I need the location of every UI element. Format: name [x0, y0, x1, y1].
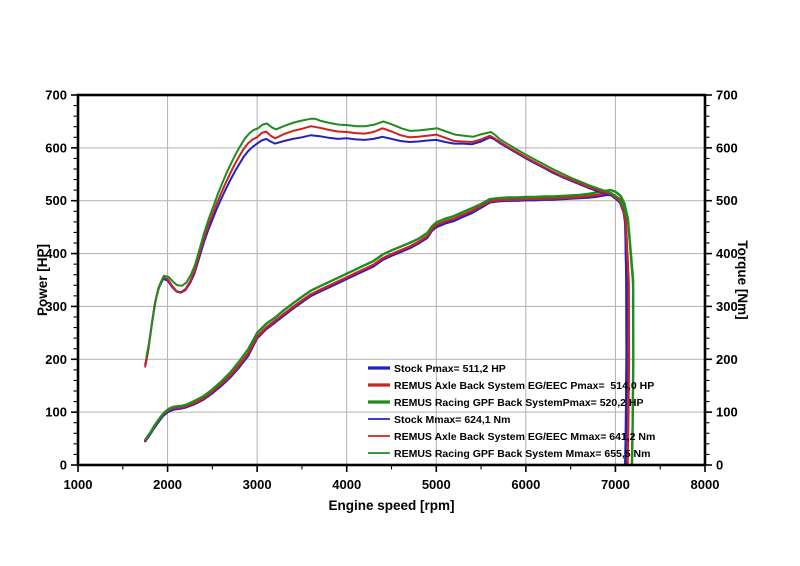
- x-tick-label: 3000: [243, 477, 272, 492]
- x-tick-label: 2000: [153, 477, 182, 492]
- y-left-tick-label: 100: [45, 405, 67, 420]
- y-right-tick-label: 700: [716, 88, 738, 103]
- y-left-tick-label: 500: [45, 193, 67, 208]
- remus-axle-back-torque-curve: [144, 125, 630, 466]
- y-right-tick-label: 0: [716, 458, 723, 473]
- y-left-tick-label: 600: [45, 140, 67, 155]
- y-right-tick-label: 100: [716, 405, 738, 420]
- x-tick-label: 8000: [691, 477, 720, 492]
- legend-label-remus-axle-back-power: REMUS Axle Back System EG/EEC Pmax= 514,…: [394, 380, 654, 392]
- y-left-axis-title: Power [HP]: [35, 244, 50, 316]
- legend-label-stock-torque: Stock Mmax= 624,1 Nm: [394, 414, 510, 426]
- y-left-tick-label: 300: [45, 299, 67, 314]
- y-left-tick-label: 400: [45, 246, 67, 261]
- y-right-tick-label: 200: [716, 352, 738, 367]
- x-tick-label: 1000: [64, 477, 93, 492]
- y-left-tick-label: 0: [60, 458, 67, 473]
- remus-gpf-torque-curve: [145, 117, 635, 466]
- remus-gpf-power-curve: [144, 188, 635, 467]
- y-right-axis-title: Torque [Nm]: [735, 240, 750, 319]
- legend-label-remus-gpf-torque: REMUS Racing GPF Back System Mmax= 655,5…: [394, 448, 650, 460]
- legend-label-remus-gpf-power: REMUS Racing GPF Back SystemPmax= 520,2 …: [394, 397, 643, 409]
- x-axis-title: Engine speed [rpm]: [328, 498, 454, 513]
- legend-label-stock-power: Stock Pmax= 511,2 HP: [394, 363, 506, 375]
- x-tick-label: 4000: [332, 477, 361, 492]
- y-left-tick-label: 700: [45, 88, 67, 103]
- plot-frame: [76, 93, 707, 467]
- x-tick-label: 5000: [422, 477, 451, 492]
- x-tick-label: 7000: [601, 477, 630, 492]
- y-right-tick-label: 400: [716, 246, 738, 261]
- y-left-tick-label: 200: [45, 352, 67, 367]
- legend-label-remus-axle-back-torque: REMUS Axle Back System EG/EEC Mmax= 641,…: [394, 431, 655, 443]
- y-right-tick-label: 300: [716, 299, 738, 314]
- x-tick-label: 6000: [511, 477, 540, 492]
- y-right-tick-label: 600: [716, 140, 738, 155]
- y-right-tick-label: 500: [716, 193, 738, 208]
- remus-axle-back-power-curve: [143, 192, 631, 467]
